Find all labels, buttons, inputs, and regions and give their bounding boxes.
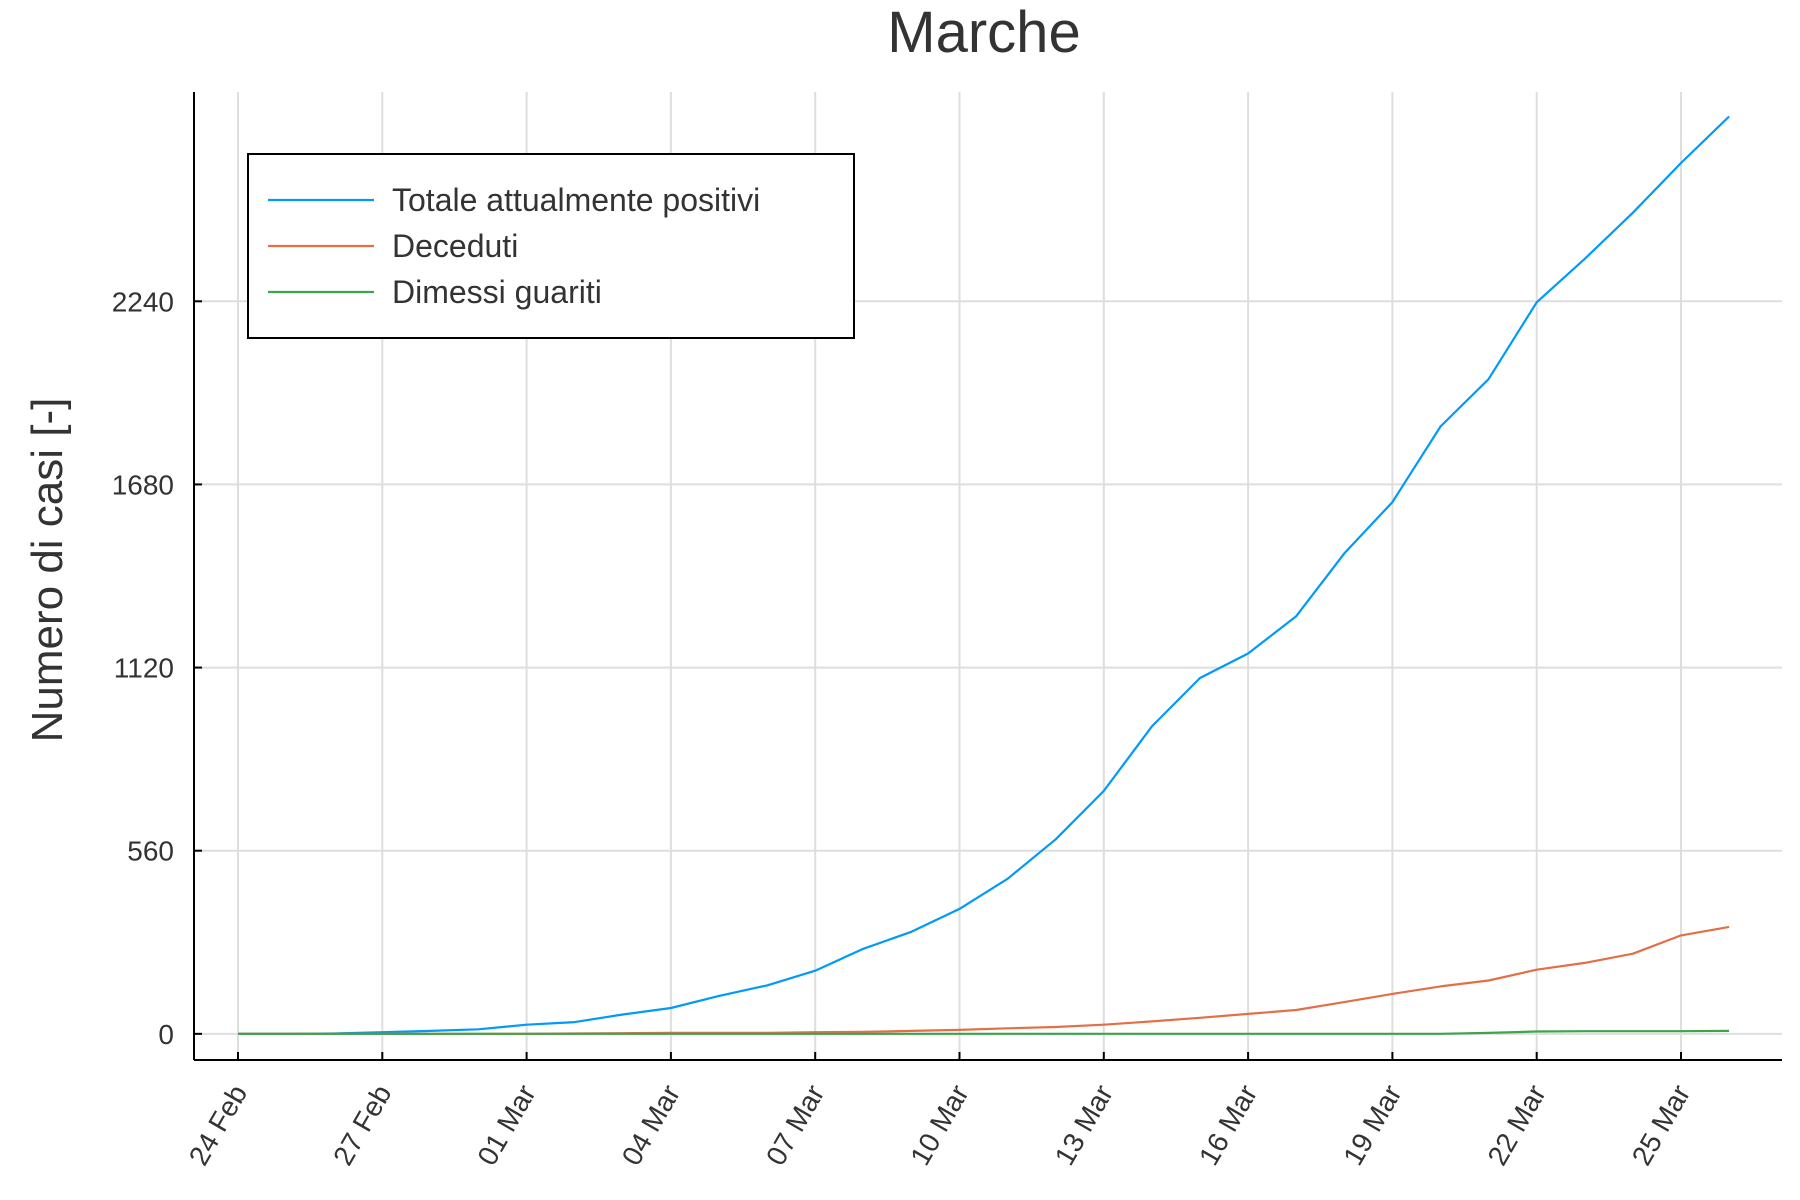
chart-title: Marche	[887, 0, 1080, 65]
x-tick-label: 22 Mar	[1481, 1080, 1551, 1171]
series-line-totale-attualmente-positivi	[238, 115, 1730, 1035]
x-tick-label: 27 Feb	[327, 1080, 397, 1171]
y-tick-label: 1680	[112, 469, 174, 500]
x-tick-label: 01 Mar	[471, 1080, 541, 1171]
axes	[193, 92, 1782, 1061]
series-line-deceduti	[238, 925, 1730, 1035]
legend-label: Dimessi guariti	[392, 274, 602, 310]
series-line-dimessi-guariti	[238, 1029, 1730, 1035]
legend: Totale attualmente positivi Deceduti Dimes…	[247, 153, 855, 339]
x-tick-label: 25 Mar	[1626, 1080, 1696, 1171]
x-tick-label: 24 Feb	[183, 1080, 253, 1171]
x-tick-label: 04 Mar	[616, 1080, 686, 1171]
y-axis-label: Numero di casi [-]	[23, 398, 72, 743]
series-lines	[238, 115, 1730, 1035]
x-tick-label: 13 Mar	[1049, 1080, 1119, 1171]
tick-labels: 0 560 1120 1680 2240 24 Feb 27 Feb 01 Mar 04 Mar…	[112, 286, 1696, 1170]
legend-label: Totale attualmente positivi	[392, 182, 760, 218]
x-tick-label: 10 Mar	[904, 1080, 974, 1171]
x-tick-label: 07 Mar	[760, 1080, 830, 1171]
legend-label: Deceduti	[392, 228, 518, 264]
y-tick-label: 560	[127, 836, 174, 867]
y-tick-label: 0	[158, 1019, 174, 1050]
y-tick-label: 2240	[112, 286, 174, 317]
grid	[194, 92, 1782, 1060]
x-tick-label: 16 Mar	[1193, 1080, 1263, 1171]
y-tick-label: 1120	[114, 653, 174, 684]
x-tick-label: 19 Mar	[1337, 1080, 1407, 1171]
